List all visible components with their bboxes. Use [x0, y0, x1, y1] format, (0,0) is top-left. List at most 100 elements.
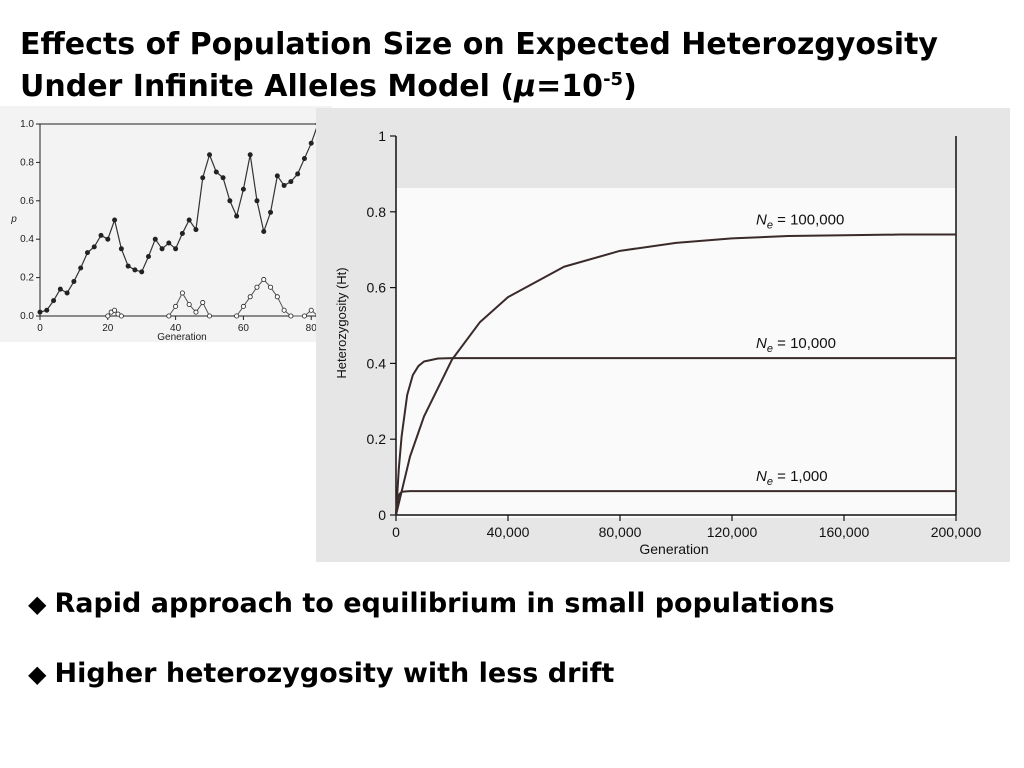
data-point-filled — [71, 278, 77, 284]
drift-chart-panel: 0 20 40 60 80 0.0 0.2 0.4 0.6 0.8 1.0 Generation p — [0, 106, 332, 343]
y-tick-label: 0.2 — [367, 431, 387, 447]
bullet-text-1: Rapid approach to equilibrium in small p… — [54, 588, 835, 619]
x-tick-label: 80,000 — [599, 524, 642, 540]
bullet-item-2: ◆ Higher heterozygosity with less drift — [28, 658, 614, 689]
data-point-open — [200, 300, 206, 306]
data-point-filled — [37, 309, 43, 315]
exponent: -5 — [603, 69, 624, 90]
data-point-filled — [78, 265, 84, 271]
drift-line-filled — [39, 123, 319, 313]
x-tick-label: 40 — [170, 323, 182, 334]
data-point-open — [112, 307, 118, 313]
data-point-open — [179, 290, 185, 296]
data-point-filled — [179, 230, 185, 236]
slide-title: Effects of Population Size on Expected H… — [20, 24, 1010, 108]
diamond-bullet-icon: ◆ — [28, 590, 47, 618]
y-tick-label: 0.2 — [20, 273, 34, 284]
data-point-filled — [240, 186, 246, 192]
y-tick-label: 0.8 — [20, 157, 34, 168]
y-tick-label: 1.0 — [20, 119, 34, 130]
title-line-2-start: Under Infinite Alleles Model ( — [20, 69, 515, 104]
data-point-open — [193, 309, 199, 315]
series-label-3: Ne = 1,000 — [756, 468, 828, 488]
data-point-open — [105, 313, 111, 319]
data-point-filled — [274, 173, 280, 179]
data-point-filled — [268, 209, 274, 215]
data-point-open — [166, 313, 172, 319]
data-point-filled — [193, 227, 199, 233]
data-point-filled — [118, 246, 124, 252]
y-tick-label: 0.6 — [367, 280, 387, 296]
title-line-2-mid: =10 — [536, 69, 604, 104]
data-point-filled — [105, 236, 111, 242]
x-tick-label: 0 — [37, 323, 43, 334]
data-point-filled — [64, 290, 70, 296]
data-point-filled — [308, 140, 314, 146]
data-point-open — [281, 307, 287, 313]
series-line-3 — [395, 490, 956, 516]
title-line-2: Under Infinite Alleles Model (μ=10-5) — [20, 66, 1010, 108]
x-tick-label: 60 — [238, 323, 250, 334]
bullet-item-1: ◆ Rapid approach to equilibrium in small … — [28, 588, 835, 619]
x-tick-label: 80 — [306, 323, 318, 334]
data-point-open — [301, 313, 307, 319]
data-point-filled — [213, 169, 219, 175]
drift-chart: 0 20 40 60 80 0.0 0.2 0.4 0.6 0.8 1.0 Generation p — [10, 119, 321, 343]
data-point-open — [261, 277, 267, 283]
heterozygosity-chart-panel: 0 40,000 80,000 120,000 160,000 200,000 0 0.2 0.… — [316, 108, 1010, 562]
data-point-filled — [234, 213, 240, 219]
plot-area — [396, 188, 956, 518]
y-axis-label: Heterozygosity (Ht) — [334, 267, 349, 378]
data-point-filled — [91, 244, 97, 250]
data-point-filled — [132, 267, 138, 273]
series-label-1: Ne = 100,000 — [756, 212, 844, 232]
y-axis-label: p — [10, 214, 17, 225]
data-point-filled — [207, 152, 213, 158]
x-tick-label: 120,000 — [707, 524, 758, 540]
data-point-filled — [288, 179, 294, 185]
series-line-2 — [395, 357, 956, 516]
mu-symbol: μ — [514, 69, 537, 104]
data-point-filled — [261, 229, 267, 235]
y-tick-label: 0 — [378, 507, 386, 523]
x-tick-label: 0 — [392, 524, 400, 540]
data-point-filled — [84, 250, 90, 256]
data-point-filled — [247, 152, 253, 158]
data-point-open — [254, 284, 260, 290]
series-label-2: Ne = 10,000 — [756, 335, 836, 355]
data-point-filled — [295, 171, 301, 177]
data-point-open — [234, 313, 240, 319]
data-point-filled — [125, 263, 131, 269]
x-tick-label: 40,000 — [487, 524, 530, 540]
data-point-filled — [227, 198, 233, 204]
y-tick-label: 0.4 — [367, 355, 387, 371]
data-point-open — [173, 303, 179, 309]
data-point-filled — [254, 198, 260, 204]
data-point-filled — [166, 240, 172, 246]
x-axis-label: Generation — [639, 541, 708, 557]
data-point-open — [240, 303, 246, 309]
data-point-open — [274, 294, 280, 300]
x-tick-label: 160,000 — [819, 524, 870, 540]
data-point-filled — [98, 232, 104, 238]
data-point-open — [247, 294, 253, 300]
data-point-filled — [200, 175, 206, 181]
x-axis-label: Generation — [157, 332, 206, 342]
y-tick-label: 0.0 — [20, 311, 34, 322]
x-tick-label: 20 — [102, 323, 114, 334]
y-tick-label: 0.6 — [20, 196, 34, 207]
data-point-open — [118, 313, 124, 319]
data-point-filled — [145, 253, 151, 259]
y-tick-label: 0.4 — [20, 234, 34, 245]
data-point-filled — [220, 175, 226, 181]
data-point-filled — [51, 298, 57, 304]
title-line-2-end: ) — [623, 69, 637, 104]
data-point-filled — [57, 286, 63, 292]
data-point-filled — [301, 156, 307, 162]
data-point-open — [207, 313, 213, 319]
data-point-filled — [173, 246, 179, 252]
bullet-text-2: Higher heterozygosity with less drift — [54, 658, 615, 689]
data-point-filled — [159, 246, 165, 252]
data-point-open — [186, 301, 192, 307]
data-point-open — [268, 284, 274, 290]
